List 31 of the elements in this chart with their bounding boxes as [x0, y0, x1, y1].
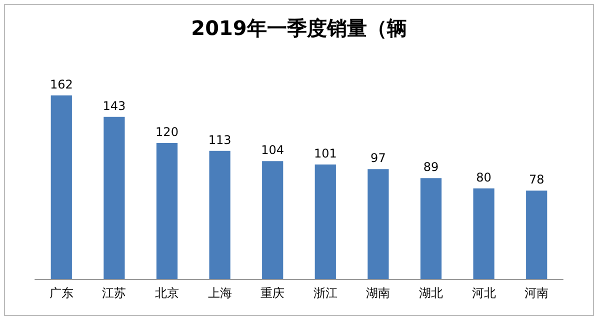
x-tick-label: 广东	[49, 286, 74, 300]
bar	[473, 188, 494, 279]
x-tick-label: 北京	[155, 286, 179, 300]
data-label: 89	[423, 160, 439, 174]
bar	[104, 116, 125, 279]
bar	[420, 178, 442, 279]
x-tick-label: 湖北	[419, 286, 443, 300]
x-tick-label: 江苏	[102, 286, 126, 300]
bar	[526, 190, 548, 279]
data-label: 101	[314, 146, 337, 161]
data-label: 162	[50, 77, 73, 92]
data-label: 97	[370, 151, 386, 166]
bar	[368, 169, 389, 279]
data-label: 104	[261, 143, 284, 158]
x-tick-label: 浙江	[313, 286, 338, 300]
data-label: 78	[528, 172, 544, 187]
x-tick-label: 河南	[524, 286, 549, 300]
bar	[50, 95, 72, 279]
bar	[262, 161, 284, 279]
x-tick-label: 上海	[208, 286, 232, 300]
bar	[314, 164, 336, 279]
bar	[156, 143, 178, 279]
data-label: 143	[102, 98, 126, 113]
x-tick-label: 河北	[472, 286, 496, 300]
data-label: 113	[208, 132, 232, 147]
bar	[209, 150, 230, 279]
x-tick-label: 湖南	[366, 286, 390, 300]
data-label: 80	[476, 170, 492, 184]
x-tick-label: 重庆	[260, 286, 285, 300]
data-label: 120	[156, 125, 178, 139]
chart-title: 2019年一季度销量（辆	[191, 16, 407, 40]
